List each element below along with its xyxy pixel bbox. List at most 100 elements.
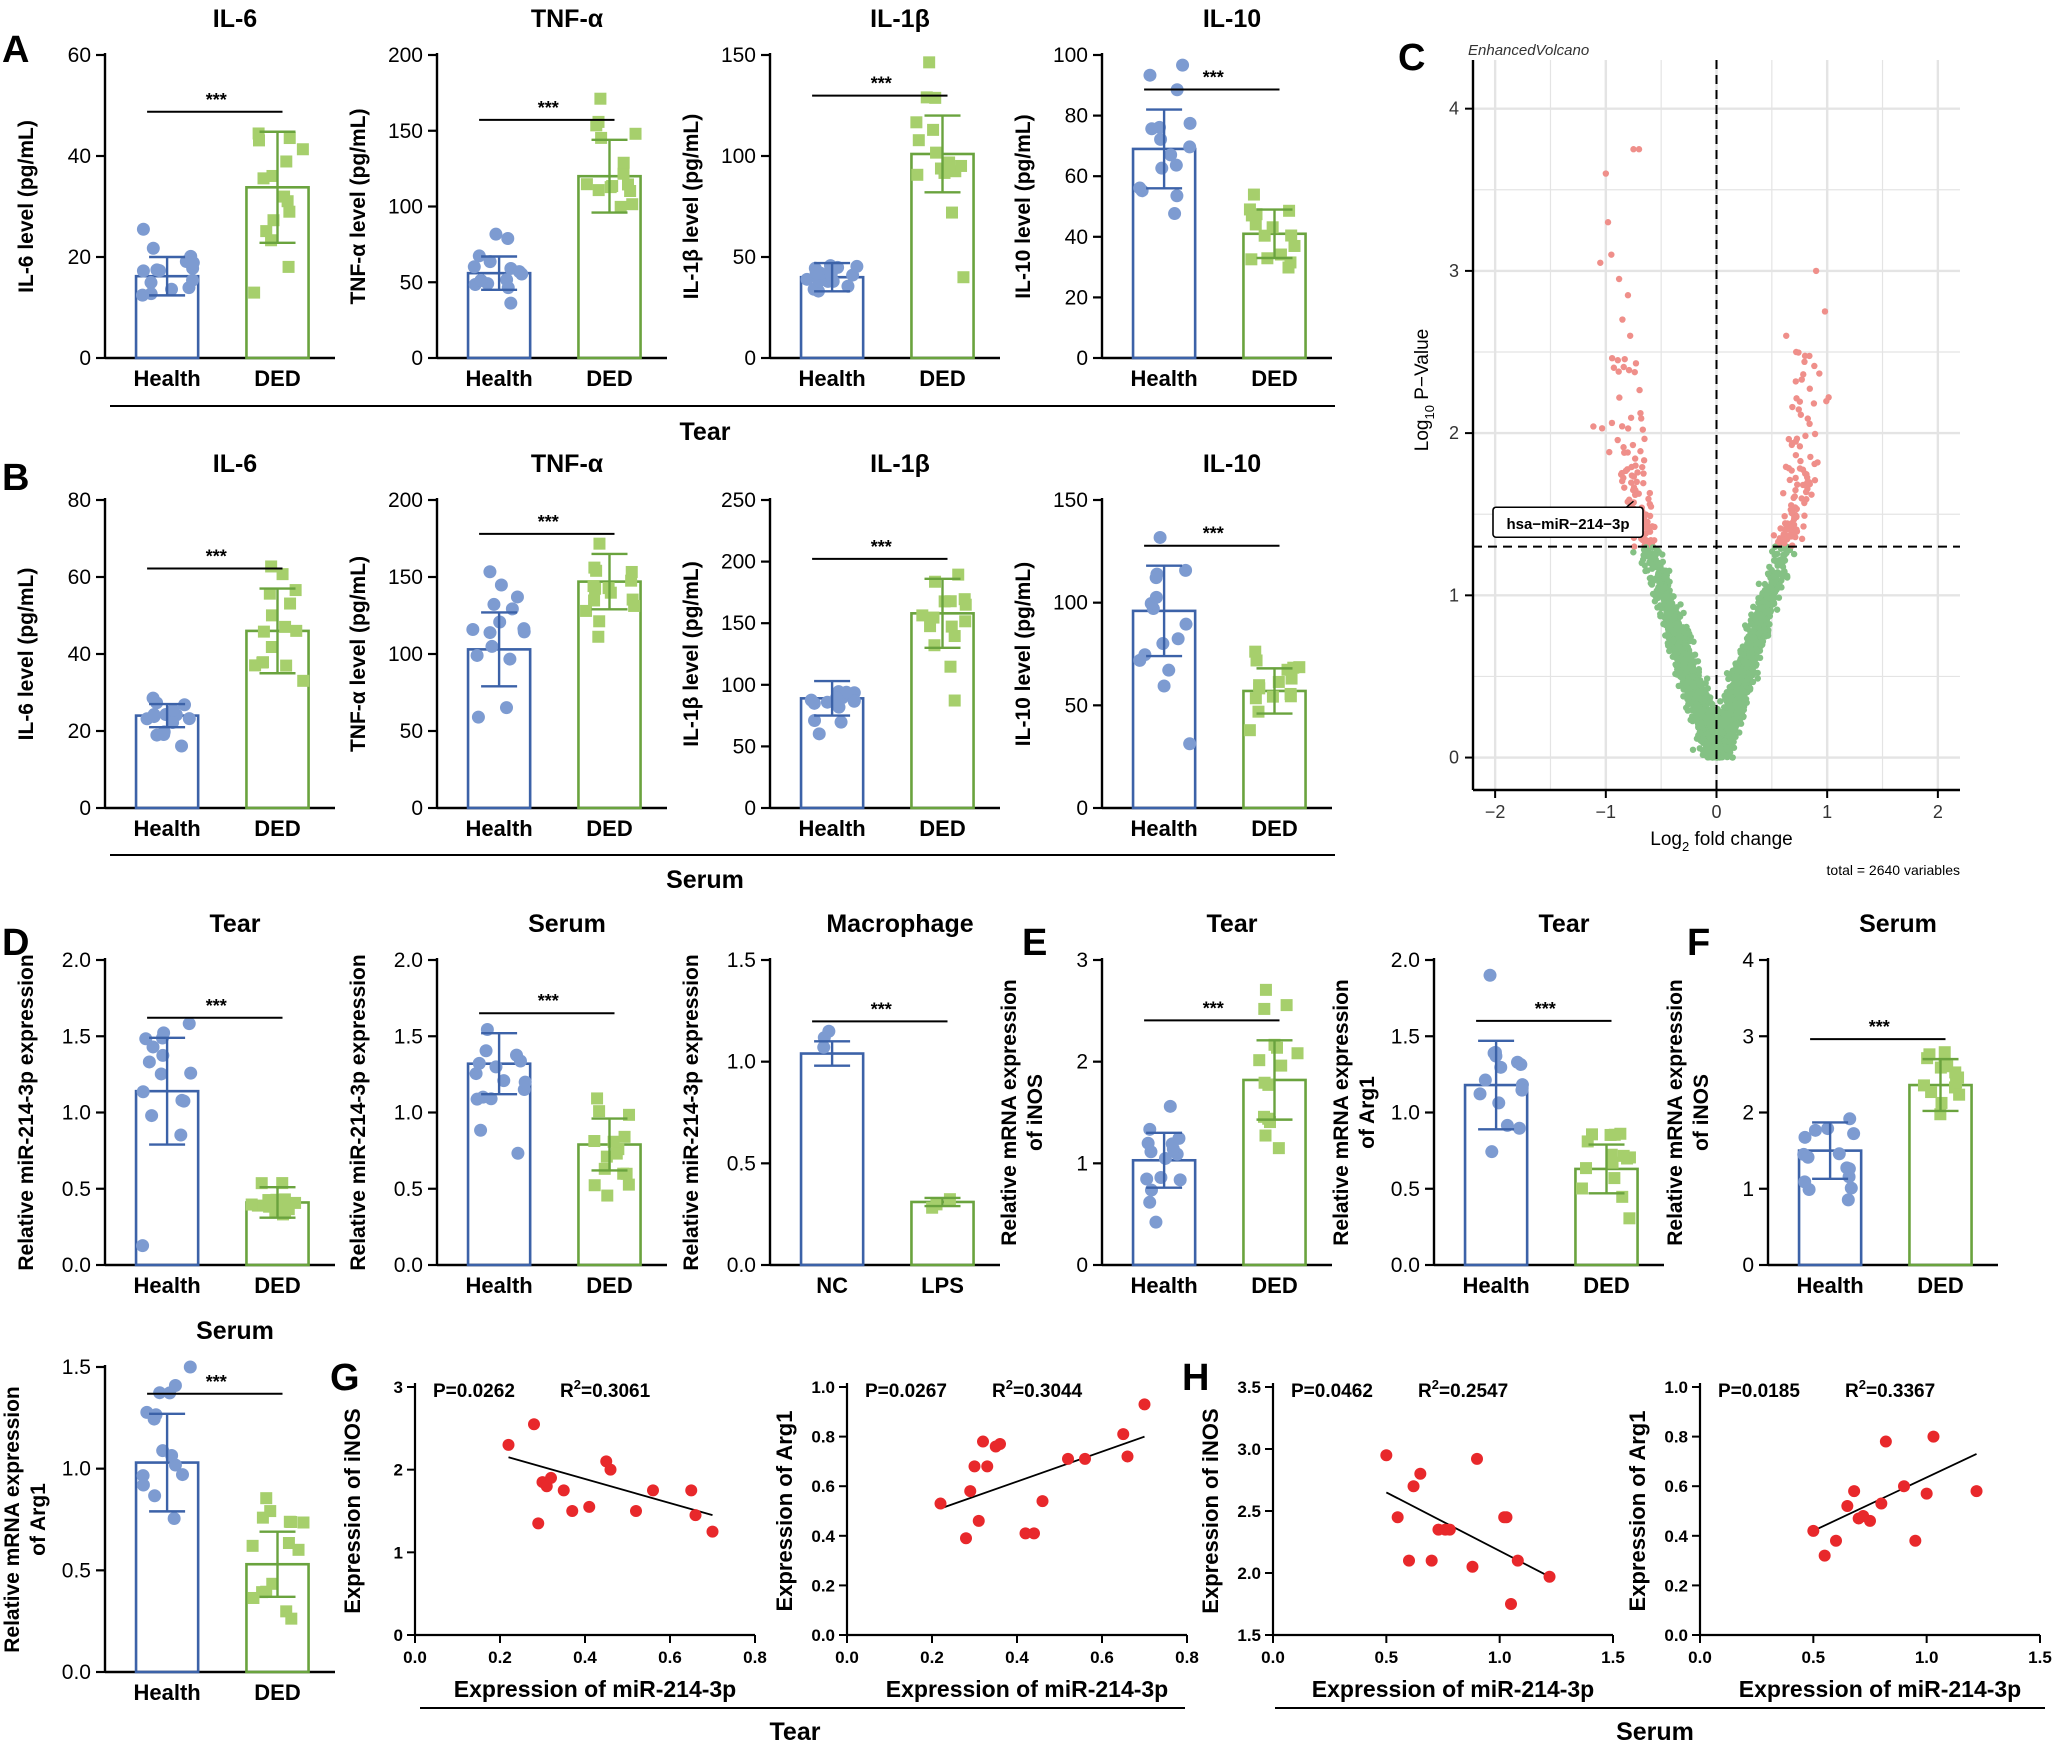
- x-tick-label: 0.6: [658, 1648, 682, 1667]
- volcano-point: [1632, 462, 1639, 469]
- y-tick-label: 150: [1053, 489, 1088, 512]
- data-point: [510, 1048, 524, 1062]
- y-axis-label: TNF-α level (pg/mL): [347, 108, 370, 304]
- y-tick-label: 40: [1065, 226, 1088, 249]
- volcano-plot: −2 −1 0 1 2 0 1 2 3 4 EnhancedVolcano hsa−miR−214−3…: [1412, 42, 1960, 878]
- serum-group-title: Serum: [666, 866, 744, 894]
- scatter-point: [1543, 1570, 1556, 1583]
- data-point: [808, 713, 822, 727]
- volcano-point: [1645, 550, 1652, 557]
- y-tick-label: 0: [79, 347, 91, 370]
- data-point: [1140, 1172, 1154, 1186]
- y-tick-label: 80: [1065, 105, 1088, 128]
- volcano-point: [1659, 593, 1666, 601]
- y-tick-label: 50: [733, 246, 756, 269]
- data-point: [959, 615, 972, 628]
- data-point: [1143, 68, 1157, 82]
- data-point: [588, 594, 601, 607]
- volcano-point: [1628, 479, 1635, 486]
- data-point: [136, 1478, 150, 1492]
- volcano-point: [1631, 543, 1638, 550]
- data-point: [929, 575, 942, 588]
- panel-letter-a: A: [2, 29, 29, 71]
- data-point: [264, 1505, 277, 1518]
- volcano-point: [1792, 378, 1799, 385]
- volcano-point: [1677, 601, 1684, 608]
- scatter-point: [1028, 1527, 1040, 1540]
- data-point: [136, 1085, 150, 1099]
- data-point: [938, 595, 951, 608]
- volcano-point: [1632, 360, 1640, 367]
- volcano-point: [1801, 352, 1809, 360]
- x-tick-label: 0: [1711, 802, 1721, 822]
- scatter-point: [964, 1485, 977, 1498]
- y-tick-label: 0: [744, 347, 756, 370]
- r-squared-sup: 2: [1432, 1377, 1439, 1392]
- volcano-point: [1790, 550, 1798, 558]
- data-point: [1580, 1162, 1593, 1175]
- y-tick-label: 2.0: [394, 949, 423, 972]
- y-tick-label: 40: [68, 145, 91, 168]
- data-point: [1923, 1048, 1936, 1061]
- x-axis-label: Expression of miR-214-3p: [454, 1676, 736, 1702]
- significance-label: ***: [1535, 999, 1556, 1019]
- y-tick-label: 0: [1449, 748, 1459, 768]
- volcano-point: [1689, 667, 1697, 674]
- volcano-point: [1806, 420, 1813, 428]
- category-label: DED: [586, 366, 632, 391]
- data-point: [146, 691, 160, 705]
- volcano-point: [1689, 672, 1696, 680]
- x-tick-label: 0.2: [920, 1648, 944, 1667]
- volcano-point: [1682, 650, 1690, 658]
- scatter-point: [545, 1471, 557, 1484]
- data-point: [1158, 1151, 1172, 1165]
- serum-scatter-group-title: Serum: [1616, 1718, 1694, 1746]
- chart-title: Serum: [528, 910, 606, 938]
- volcano-point: [1798, 495, 1805, 502]
- scatter-point: [528, 1418, 540, 1431]
- volcano-point: [1766, 563, 1773, 571]
- p-value: P=0.0462: [1291, 1381, 1373, 1402]
- data-point: [518, 1075, 532, 1089]
- data-point: [153, 264, 167, 278]
- volcano-point: [1682, 644, 1689, 651]
- volcano-point: [1725, 753, 1733, 760]
- bar-chart-E2: 0.0 0.5 1.0 1.5 2.0 Relative mRNA expression o…: [1330, 910, 1664, 1298]
- volcano-point: [1629, 441, 1637, 449]
- data-point: [289, 584, 302, 597]
- volcano-point: [1641, 435, 1648, 443]
- volcano-point: [1604, 219, 1612, 226]
- y-tick-label: 100: [388, 643, 423, 666]
- bar-chart-B1: 0 20 40 60 80 IL-6 level (pg/mL) IL-6 Health DED…: [15, 450, 335, 841]
- category-label: DED: [919, 366, 965, 391]
- volcano-point: [1689, 746, 1697, 753]
- y-tick-label: 0: [1076, 1254, 1088, 1277]
- panel-letter-c: C: [1398, 37, 1425, 79]
- data-point: [280, 1605, 293, 1618]
- data-point: [1164, 148, 1178, 162]
- category-label: DED: [254, 366, 300, 391]
- data-point: [580, 178, 593, 191]
- volcano-point: [1697, 695, 1704, 703]
- significance-label: ***: [1203, 998, 1224, 1018]
- y-tick-label: 3.0: [1237, 1440, 1261, 1459]
- data-point: [912, 134, 925, 147]
- y-tick-label: 0: [1076, 347, 1088, 370]
- volcano-point: [1778, 570, 1785, 577]
- volcano-point: [1670, 636, 1677, 643]
- x-axis-label: Expression of miR-214-3p: [1739, 1676, 2021, 1702]
- volcano-point: [1655, 570, 1662, 577]
- data-point: [260, 1492, 273, 1505]
- data-point: [1938, 1046, 1951, 1059]
- volcano-point: [1638, 415, 1645, 422]
- data-point: [1953, 1088, 1966, 1101]
- volcano-point: [1668, 593, 1675, 600]
- data-point: [595, 131, 608, 144]
- volcano-point: [1725, 675, 1732, 683]
- volcano-point: [1755, 599, 1762, 606]
- volcano-point: [1802, 488, 1810, 496]
- volcano-point: [1792, 451, 1800, 459]
- x-tick-label: 1.5: [2028, 1648, 2052, 1667]
- y-tick-label: 1.0: [811, 1378, 835, 1397]
- data-point: [952, 568, 965, 581]
